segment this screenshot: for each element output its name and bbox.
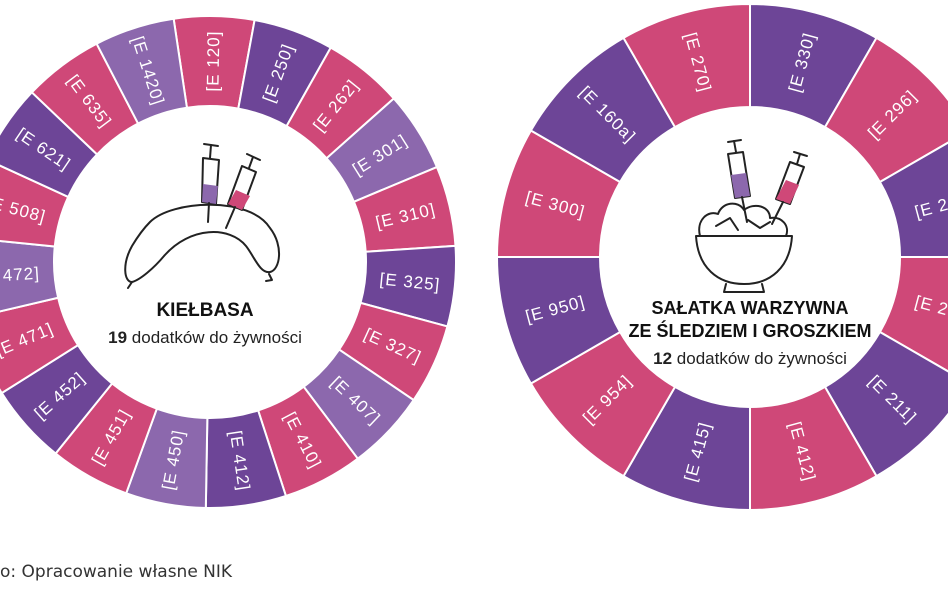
wheel-segment — [622, 2, 751, 129]
salatka-title-line-2: ZE ŚLEDZIEM I GROSZKIEM — [628, 320, 871, 341]
syringe-icon — [201, 143, 220, 223]
wheel-kielbasa: [E 120] [E 250][E 262][E 301][E 310][E 32… — [0, 15, 457, 509]
wheel-segment — [0, 296, 80, 395]
wheel-segment-label: [E 120] — [203, 30, 223, 91]
syringe-icon — [225, 153, 261, 229]
wheel-segment — [95, 17, 189, 125]
wheel-segment — [878, 141, 948, 258]
salatka-count-text: dodatków do żywności — [677, 349, 847, 368]
wheel-segment — [0, 239, 60, 313]
syringe-icon — [727, 139, 751, 223]
syringe-icon — [771, 151, 808, 225]
wheel-salatka: [E 330][E 296][E 260][E 200][E 211][E 41… — [495, 2, 948, 512]
salatka-title-line-1: SAŁATKA WARZYWNA — [652, 298, 849, 318]
kielbasa-center: KIEŁBASA 19 dodatków do żywności — [108, 143, 302, 347]
salatka-center: SAŁATKA WARZYWNA ZE ŚLEDZIEM I GROSZKIEM… — [628, 139, 872, 368]
wheel-segment — [823, 36, 948, 184]
kielbasa-count-text: dodatków do żywności — [132, 328, 302, 347]
source-note: o: Opracowanie własne NIK — [0, 562, 233, 582]
wheel-segment — [878, 256, 948, 373]
salatka-count: 12 — [653, 349, 672, 368]
kielbasa-count-line: 19 dodatków do żywności — [108, 328, 302, 347]
wheel-segment — [0, 164, 70, 248]
sausage-icon — [124, 203, 280, 289]
kielbasa-title: KIEŁBASA — [156, 300, 253, 321]
wheel-segment-label: [E 472] — [0, 264, 40, 287]
salad-bowl-icon — [695, 202, 793, 293]
kielbasa-count: 19 — [108, 328, 127, 347]
salatka-count-line: 12 dodatków do żywności — [653, 349, 847, 368]
